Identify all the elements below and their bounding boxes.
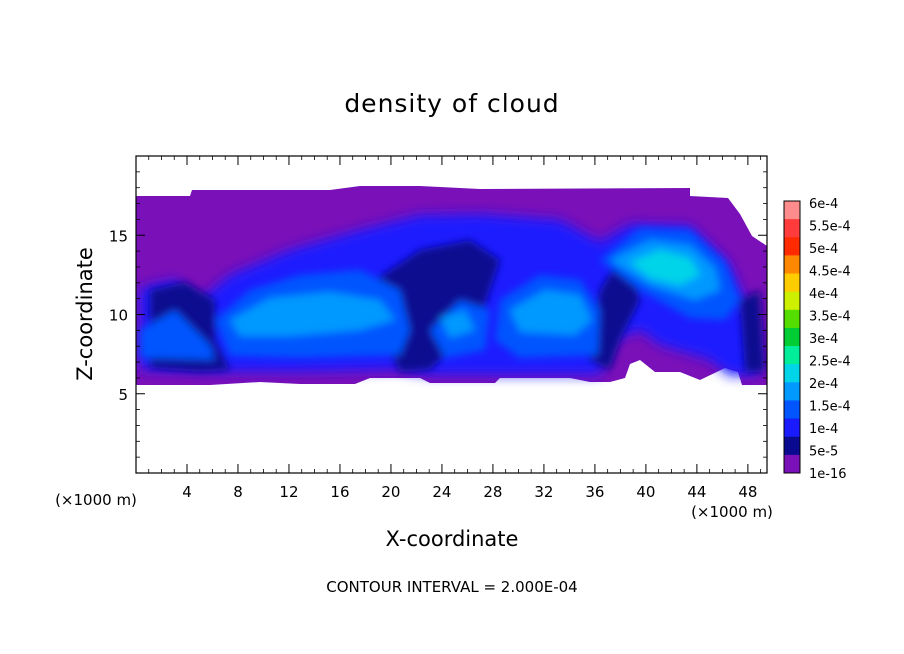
colorbar-label: 3.5e-4 xyxy=(809,310,851,325)
y-axis-label: Z-coordinate xyxy=(73,247,97,381)
colorbar-label: 6e-4 xyxy=(809,197,838,212)
x-tick-label: 28 xyxy=(483,483,502,501)
y-tick-label: 5 xyxy=(118,386,128,404)
colorbar-label: 2e-4 xyxy=(809,377,838,392)
colorbar-label: 5e-4 xyxy=(809,242,838,257)
colorbar-swatch xyxy=(784,364,800,383)
x-tick-label: 16 xyxy=(330,483,349,501)
colorbar-swatch xyxy=(784,201,800,220)
x-tick-label: 12 xyxy=(279,483,298,501)
plot-area xyxy=(136,156,767,473)
y-tick-label: 10 xyxy=(109,307,128,325)
colorbar-swatch xyxy=(784,273,800,293)
x-tick-label: 24 xyxy=(432,483,451,501)
colorbar-swatch xyxy=(784,436,800,456)
x-axis-ticks: 4 8 12 16 20 24 28 32 36 40 44 48 xyxy=(148,156,762,501)
colorbar-swatch xyxy=(784,237,800,256)
x-unit-label: (×1000 m) xyxy=(691,503,773,521)
colorbar-frame xyxy=(783,200,801,474)
colorbar-swatch xyxy=(784,309,800,329)
colorbar-label: 1.5e-4 xyxy=(809,400,851,415)
colorbar-label: 1e-4 xyxy=(809,422,838,437)
colorbar-label: 3e-4 xyxy=(809,332,838,347)
x-tick-label: 48 xyxy=(738,483,757,501)
x-tick-label: 8 xyxy=(233,483,243,501)
colorbar-label: 4.5e-4 xyxy=(809,265,851,280)
x-tick-label: 44 xyxy=(687,483,706,501)
cloud-core-mid xyxy=(140,310,215,360)
x-tick-label: 20 xyxy=(381,483,400,501)
colorbar-swatch xyxy=(784,400,800,420)
colorbar-swatch xyxy=(784,346,800,365)
colorbar-swatch xyxy=(784,454,800,474)
z-unit-label: (×1000 m) xyxy=(55,491,137,509)
x-tick-label: 40 xyxy=(636,483,655,501)
cloud-core-light xyxy=(230,292,395,336)
y-axis-ticks: 5 10 15 xyxy=(109,171,767,458)
colorbar-swatch xyxy=(784,219,800,238)
colorbar-label: 2.5e-4 xyxy=(809,355,851,370)
colorbar-swatch xyxy=(784,382,800,401)
colorbar-label: 5.5e-4 xyxy=(809,220,851,235)
contour-interval-note: CONTOUR INTERVAL = 2.000E-04 xyxy=(326,578,577,596)
x-axis-label: X-coordinate xyxy=(386,527,519,551)
x-tick-label: 4 xyxy=(182,483,192,501)
cloud-core-peak xyxy=(630,250,700,285)
x-tick-label: 36 xyxy=(585,483,604,501)
chart-title: density of cloud xyxy=(344,89,559,118)
colorbar-swatch xyxy=(784,327,800,347)
colorbar: 6e-4 5.5e-4 5e-4 4.5e-4 4e-4 3.5e-4 3e-4 2.5e-4… xyxy=(783,197,851,482)
y-tick-label: 15 xyxy=(109,227,128,245)
colorbar-swatch xyxy=(784,255,800,275)
colorbar-label: 1e-16 xyxy=(809,467,847,482)
x-tick-label: 32 xyxy=(534,483,553,501)
colorbar-label: 4e-4 xyxy=(809,287,838,302)
colorbar-label: 5e-5 xyxy=(809,445,838,460)
colorbar-swatch xyxy=(784,291,800,311)
colorbar-swatch xyxy=(784,418,800,438)
